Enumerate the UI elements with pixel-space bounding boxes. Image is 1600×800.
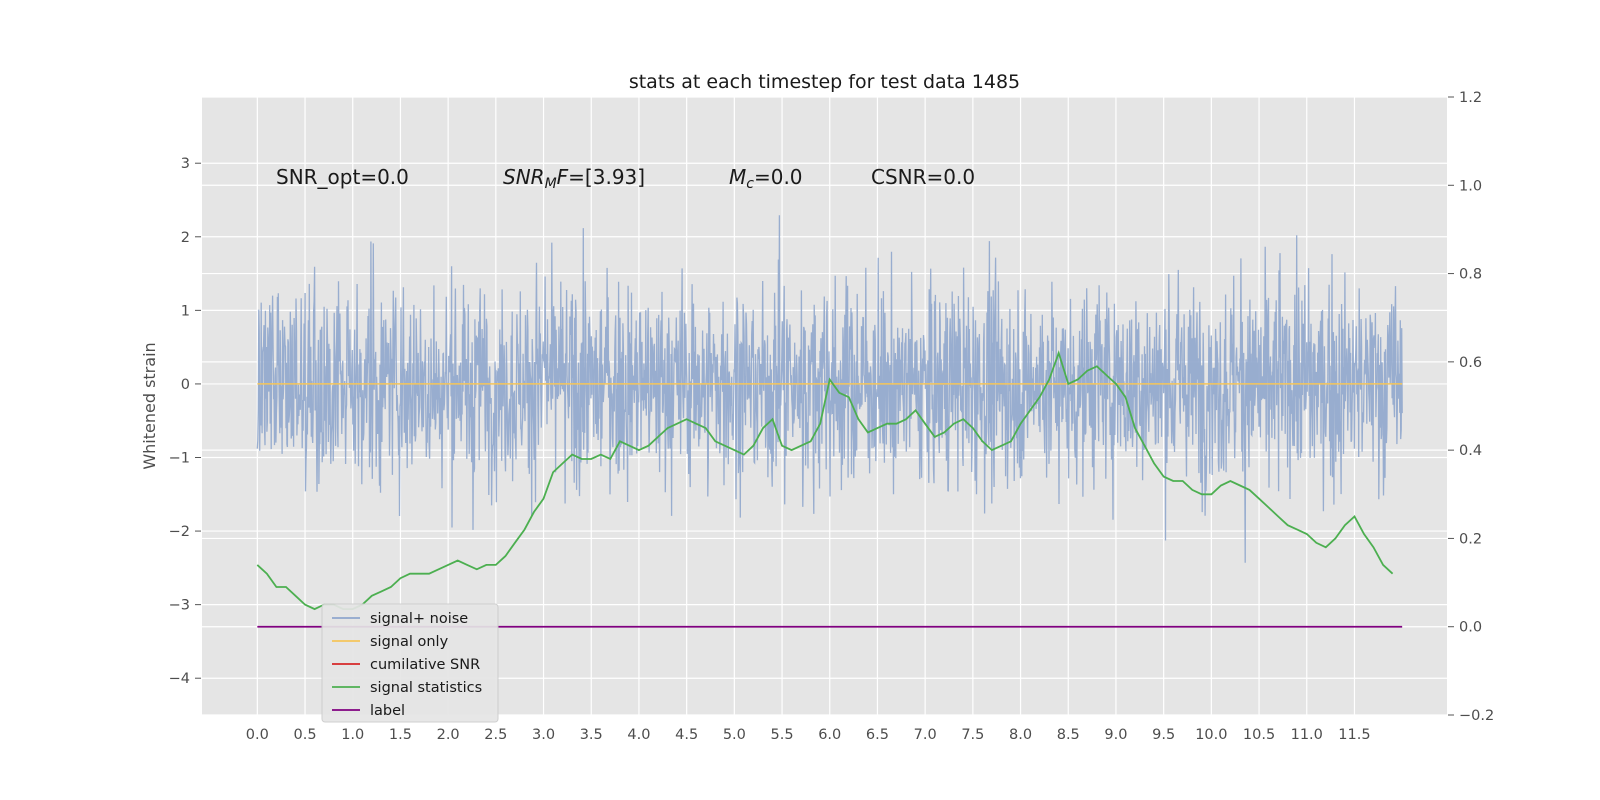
- x-tick-label: 1.0: [341, 727, 364, 743]
- annotation-4: CSNR=0.0: [871, 165, 975, 189]
- x-tick-label: 4.0: [627, 727, 650, 743]
- x-tick-label: 3.5: [580, 727, 603, 743]
- x-tick-label: 2.5: [484, 727, 507, 743]
- annotation-3: Mc=0.0: [729, 165, 803, 192]
- x-tick-label: 4.5: [675, 727, 698, 743]
- annotation-1: SNR_opt=0.0: [276, 165, 409, 189]
- legend-entry: signal only: [370, 634, 449, 650]
- y2-tick-label: −0.2: [1459, 708, 1494, 724]
- x-tick-label: 6.5: [866, 727, 889, 743]
- y-tick-label: −3: [169, 598, 190, 614]
- y-tick-label: −4: [169, 671, 190, 687]
- y2-tick-label: 0.4: [1459, 443, 1482, 459]
- legend-box: [321, 603, 499, 723]
- y2-tick-label: 0.0: [1459, 620, 1482, 636]
- x-tick-label: 11.0: [1291, 727, 1323, 743]
- x-tick-label: 9.0: [1104, 727, 1127, 743]
- signal-statistics-line: [256, 350, 1394, 611]
- series-signal-noise: [256, 215, 1403, 563]
- legend-entry: signal+ noise: [370, 611, 468, 627]
- x-tick-label: 10.5: [1243, 727, 1275, 743]
- legend-entry: signal statistics: [370, 680, 482, 696]
- y-tick-label: 0: [181, 377, 190, 393]
- x-tick-label: 11.5: [1338, 727, 1370, 743]
- x-tick-label: 6.0: [818, 727, 841, 743]
- x-tick-label: 1.5: [389, 727, 412, 743]
- x-tick-label: 0.0: [246, 727, 269, 743]
- y2-tick-label: 0.6: [1459, 355, 1482, 371]
- legend: signal+ noise signal only cumilative SNR si…: [321, 603, 499, 723]
- x-tick-label: 0.5: [294, 727, 317, 743]
- y2-tick-label: 0.2: [1459, 531, 1482, 547]
- y2-tick-label: 1.0: [1459, 178, 1482, 194]
- x-tick-label: 7.5: [961, 727, 984, 743]
- y-tick-label: 1: [181, 303, 190, 319]
- x-tick-label: 8.5: [1057, 727, 1080, 743]
- x-tick-label: 10.0: [1195, 727, 1227, 743]
- y-tick-label: −1: [169, 451, 190, 467]
- annotations: SNR_opt=0.0 SNRMF=[3.93] Mc=0.0 CSNR=0.0: [276, 165, 975, 192]
- x-tick-label: 3.0: [532, 727, 555, 743]
- x-tick-label: 9.5: [1152, 727, 1175, 743]
- y2-tick-label: 1.2: [1459, 90, 1482, 106]
- y-tick-label: −2: [169, 524, 190, 540]
- y-tick-label: 2: [181, 230, 190, 246]
- y2-tick-label: 0.8: [1459, 267, 1482, 283]
- x-tick-label: 7.0: [914, 727, 937, 743]
- ticks: 0.0 0.5 1.0 1.5 2.0 2.5 3.0 3.5 4.0 4.5 5.0 5.5 6.0 6…: [169, 90, 1495, 743]
- signal-noise-line: [256, 215, 1403, 563]
- y-axis-label: Whitened strain: [140, 342, 159, 469]
- annotation-2: SNRMF=[3.93]: [503, 165, 645, 192]
- chart-title: stats at each timestep for test data 148…: [629, 71, 1020, 93]
- x-tick-label: 5.0: [723, 727, 746, 743]
- x-tick-label: 8.0: [1009, 727, 1032, 743]
- x-tick-label: 5.5: [771, 727, 794, 743]
- x-tick-label: 2.0: [437, 727, 460, 743]
- y-tick-label: 3: [181, 156, 190, 172]
- legend-entry: cumilative SNR: [370, 657, 480, 673]
- legend-entry: label: [370, 703, 405, 719]
